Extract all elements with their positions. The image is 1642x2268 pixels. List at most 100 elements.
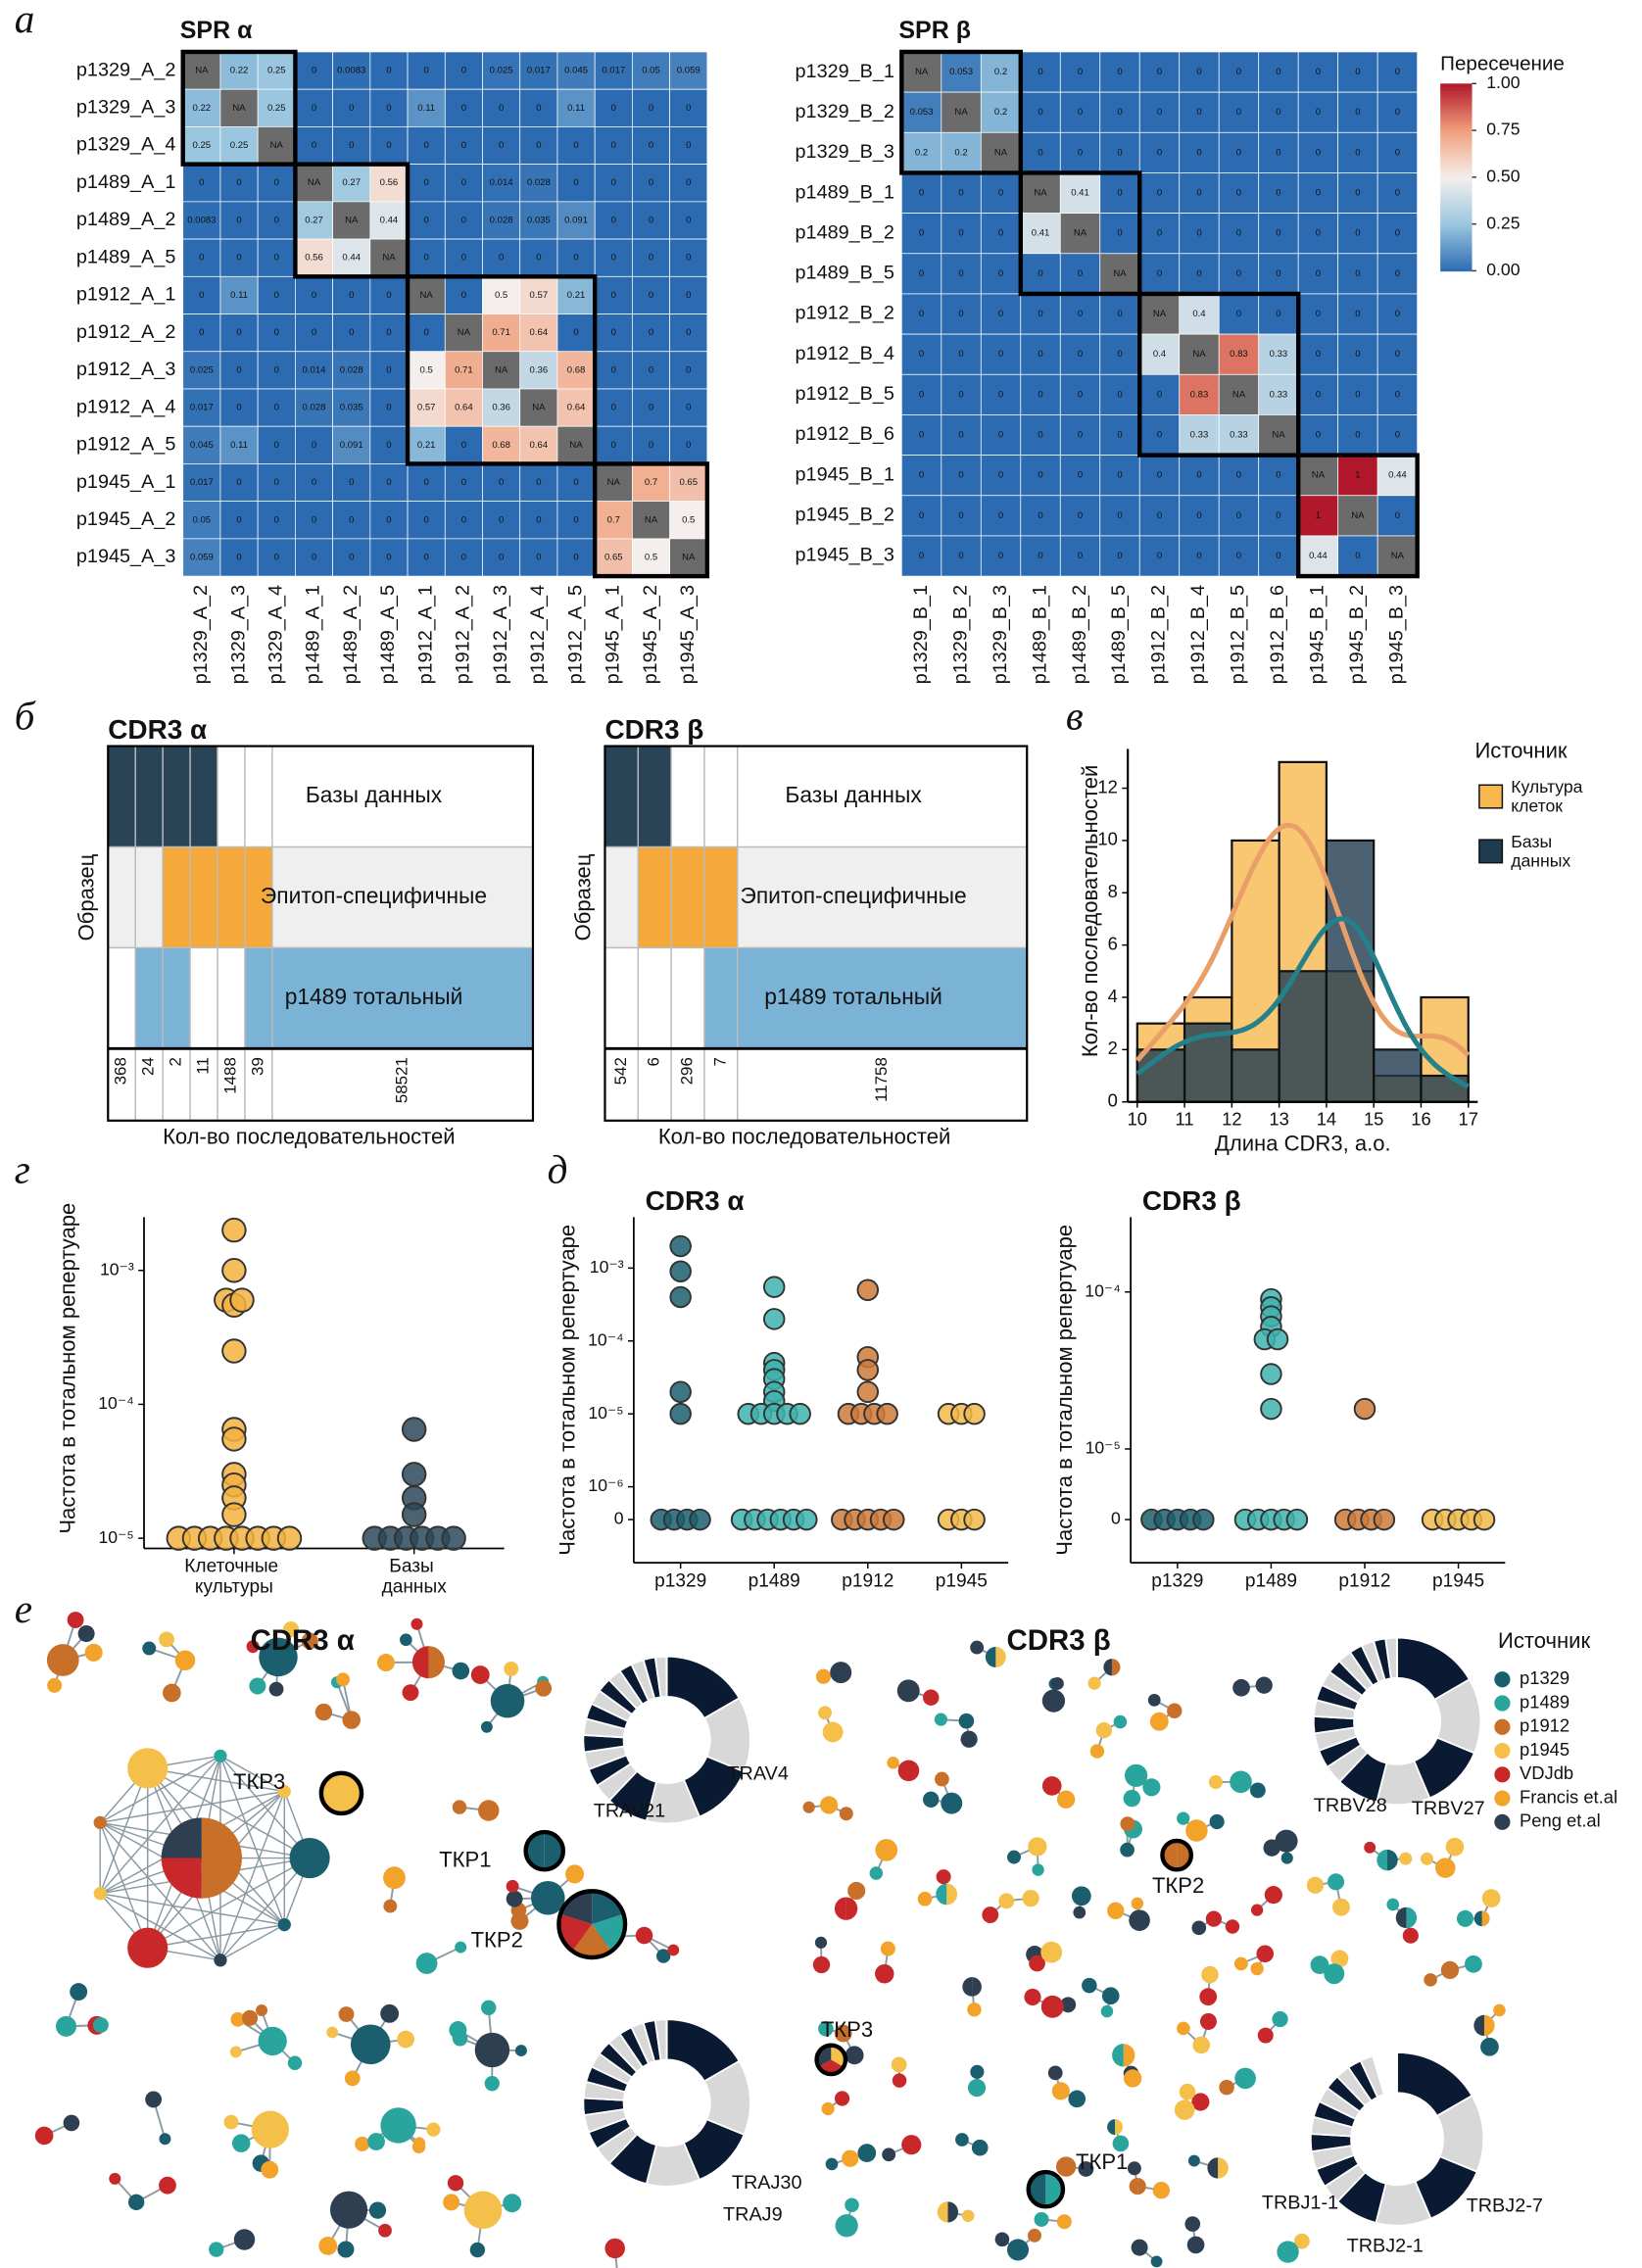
cell-label: 0 bbox=[461, 103, 466, 114]
cell-label: 0 bbox=[1196, 510, 1201, 521]
network-node bbox=[1095, 1721, 1113, 1739]
heat-cell bbox=[594, 126, 633, 165]
cell-label: 0.64 bbox=[455, 403, 473, 413]
colorbar-step bbox=[1440, 239, 1473, 244]
cell-label: 0 bbox=[649, 440, 653, 451]
network-node bbox=[1191, 2093, 1210, 2111]
x-tick-label: Базы данных bbox=[382, 1557, 448, 1598]
network-node bbox=[892, 2073, 907, 2088]
network-node bbox=[455, 1941, 467, 1954]
colorbar-step bbox=[1440, 152, 1473, 157]
count-label: 11 bbox=[193, 1057, 212, 1075]
network-node bbox=[901, 2135, 922, 2155]
network-node bbox=[504, 1661, 519, 1676]
row-label: p1912_A_5 bbox=[76, 434, 175, 456]
pie-slice bbox=[947, 2201, 959, 2223]
heat-cell bbox=[257, 126, 296, 165]
legend-label: p1489 bbox=[1520, 1691, 1570, 1712]
network-node bbox=[1022, 1889, 1039, 1907]
cell-label: 0 bbox=[1316, 309, 1321, 319]
y-tick-label: 2 bbox=[1108, 1037, 1118, 1058]
cell-label: 0.7 bbox=[607, 514, 620, 525]
cell-label: 0 bbox=[1395, 107, 1400, 118]
cell-label: 0 bbox=[274, 327, 279, 338]
cell-label: NA bbox=[1232, 389, 1246, 400]
heat-cell bbox=[1258, 213, 1299, 255]
cell-label: 0 bbox=[1078, 430, 1083, 441]
heat-cell bbox=[257, 463, 296, 503]
heat-cell bbox=[369, 88, 409, 127]
colorbar-label: 0.00 bbox=[1486, 260, 1521, 279]
network-node bbox=[1034, 2211, 1049, 2227]
network-node bbox=[231, 2134, 251, 2152]
network-node bbox=[1129, 2177, 1146, 2196]
tcr-label: ТКР1 bbox=[1076, 2149, 1128, 2174]
group-box bbox=[405, 274, 598, 466]
network-node bbox=[970, 2064, 985, 2079]
network-node bbox=[1107, 1902, 1125, 1920]
network-node bbox=[344, 2070, 361, 2087]
heat-cell bbox=[1376, 535, 1419, 577]
cell-label: 0 bbox=[958, 188, 963, 199]
network-node bbox=[635, 1926, 653, 1945]
cell-label: 0 bbox=[1078, 147, 1083, 158]
row-label: p1912_A_4 bbox=[76, 396, 175, 417]
x-tick-label: p1912 bbox=[1338, 1570, 1390, 1591]
heat-cell bbox=[369, 388, 409, 427]
network-node bbox=[258, 2026, 287, 2056]
cell-label: 0 bbox=[1038, 510, 1042, 521]
cell-label: 0.33 bbox=[1270, 389, 1288, 400]
chart-title: CDR3 α bbox=[108, 714, 207, 745]
heat-cell bbox=[482, 463, 521, 503]
cell-label: 0 bbox=[1157, 107, 1162, 118]
network-node bbox=[880, 1941, 895, 1956]
network-node bbox=[1277, 2241, 1299, 2263]
y-axis-label: Частота в тотальном репертуаре bbox=[55, 1203, 79, 1534]
heat-cell bbox=[519, 501, 558, 540]
network-node bbox=[1230, 1770, 1252, 1794]
heat-cell bbox=[594, 538, 633, 577]
heat-cell bbox=[556, 275, 596, 314]
network-node bbox=[1187, 2154, 1200, 2167]
cell-label: 0 bbox=[199, 177, 204, 188]
heat-cell bbox=[369, 351, 409, 390]
network-node bbox=[802, 1801, 815, 1813]
cell-label: 0 bbox=[998, 389, 1003, 400]
heat-cell bbox=[369, 164, 409, 203]
x-tick-label: 14 bbox=[1317, 1109, 1336, 1130]
network-node bbox=[1060, 1997, 1077, 2013]
set-cell bbox=[135, 746, 164, 847]
y-tick-label: 10⁻⁵ bbox=[99, 1527, 134, 1547]
cell-label: 0 bbox=[236, 477, 241, 488]
cell-label: 0 bbox=[1276, 510, 1280, 521]
heat-cell bbox=[257, 351, 296, 390]
network-node bbox=[1055, 2156, 1077, 2177]
cell-label: 0.25 bbox=[267, 66, 286, 76]
cell-label: 0 bbox=[1355, 228, 1360, 239]
donut-segment bbox=[653, 2018, 668, 2061]
heat-cell bbox=[1059, 172, 1101, 214]
network-node bbox=[380, 2107, 416, 2144]
heat-cell bbox=[980, 333, 1022, 375]
cell-label: 0 bbox=[1236, 510, 1241, 521]
heat-cell bbox=[669, 463, 708, 503]
heat-cell bbox=[444, 463, 483, 503]
set-label: Базы данных bbox=[306, 782, 443, 807]
heat-cell bbox=[980, 91, 1022, 133]
cell-label: 0.2 bbox=[915, 147, 928, 158]
legend-label: VDJdb bbox=[1520, 1762, 1573, 1783]
cell-label: 0 bbox=[611, 177, 616, 188]
network-node bbox=[77, 1625, 95, 1643]
point bbox=[789, 1402, 811, 1425]
network-node bbox=[463, 2191, 503, 2230]
cell-label: 0 bbox=[461, 215, 466, 225]
cell-label: 0 bbox=[998, 551, 1003, 561]
cell-label: 0 bbox=[424, 553, 429, 563]
cell-label: 0.27 bbox=[342, 177, 361, 188]
network-node bbox=[821, 2101, 835, 2116]
cell-label: 0.71 bbox=[492, 327, 510, 338]
cell-label: 0 bbox=[461, 477, 466, 488]
y-tick-label: 10⁻³ bbox=[100, 1259, 134, 1279]
cell-label: 0.11 bbox=[230, 290, 248, 301]
heat-cell bbox=[1138, 293, 1181, 335]
